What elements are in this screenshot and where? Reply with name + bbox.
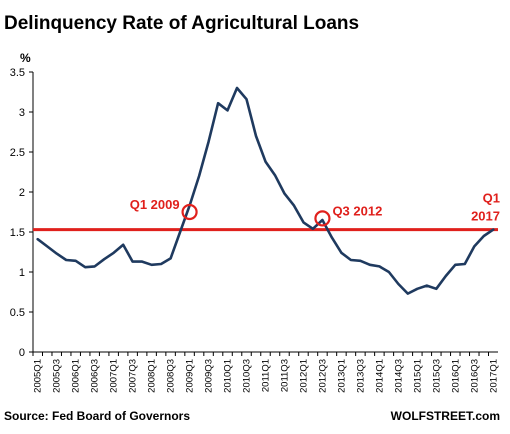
y-tick-label: 2: [19, 187, 25, 199]
annotation-circle: [314, 210, 331, 227]
x-tick-label: 2017Q1: [488, 359, 499, 393]
y-tick-label: 1.5: [10, 227, 25, 239]
x-tick-label: 2005Q3: [52, 359, 63, 393]
x-tick-label: 2011Q1: [261, 359, 272, 392]
x-tick-label: 2007Q3: [128, 359, 139, 393]
annotation-circle: [181, 203, 198, 221]
x-tick-label: 2006Q1: [71, 359, 82, 393]
x-tick-label: 2012Q3: [317, 359, 328, 393]
x-tick-label: 2016Q1: [450, 359, 461, 393]
x-tick-label: 2012Q1: [298, 359, 309, 393]
x-tick-label: 2015Q3: [431, 359, 442, 393]
x-tick-label: 2010Q1: [223, 359, 234, 393]
annotation-label: Q1 2009: [130, 197, 180, 212]
y-tick-label: 3.5: [10, 67, 25, 79]
x-tick-label: 2015Q1: [412, 359, 423, 393]
source-note: Source: Fed Board of Governors: [4, 409, 190, 423]
y-tick-label: 0: [19, 347, 25, 359]
x-tick-label: 2011Q3: [279, 359, 290, 392]
y-axis-ticks: 0 0.5 1 1.5 2 2.5 3 3.5: [10, 67, 33, 359]
x-tick-label: 2009Q1: [185, 359, 196, 393]
x-tick-label: 2005Q1: [33, 359, 44, 393]
annotations: Q1 2009 Q3 2012 Q1 2017: [130, 191, 500, 227]
y-tick-label: 1: [19, 267, 25, 279]
y-tick-label: 0.5: [10, 307, 25, 319]
x-tick-label: 2009Q3: [204, 359, 215, 393]
series-line: [36, 86, 495, 295]
x-tick-label: 2016Q3: [469, 359, 480, 393]
annotation-label: Q1: [483, 191, 500, 206]
y-tick-label: 2.5: [10, 147, 25, 159]
x-tick-label: 2006Q3: [90, 359, 101, 393]
x-tick-label: 2013Q3: [355, 359, 366, 393]
annotation-label: 2017: [471, 209, 500, 224]
watermark: WOLFSTREET.com: [391, 409, 500, 423]
x-axis-ticks: 2005Q1 2005Q3 2006Q1 2006Q3 2007Q1 2007Q3 2008…: [32, 352, 499, 393]
annotation-label: Q3 2012: [332, 203, 382, 218]
x-tick-label: 2010Q3: [242, 359, 253, 393]
x-tick-label: 2008Q3: [166, 359, 177, 393]
y-tick-label: 3: [19, 107, 25, 119]
x-tick-label: 2013Q1: [336, 359, 347, 393]
chart-title: Delinquency Rate of Agricultural Loans: [4, 13, 359, 34]
x-tick-label: 2014Q1: [374, 359, 385, 393]
x-tick-label: 2014Q3: [393, 359, 404, 393]
x-tick-label: 2008Q1: [147, 359, 158, 393]
x-tick-label: 2007Q1: [109, 359, 120, 393]
y-axis-unit: %: [20, 51, 31, 65]
